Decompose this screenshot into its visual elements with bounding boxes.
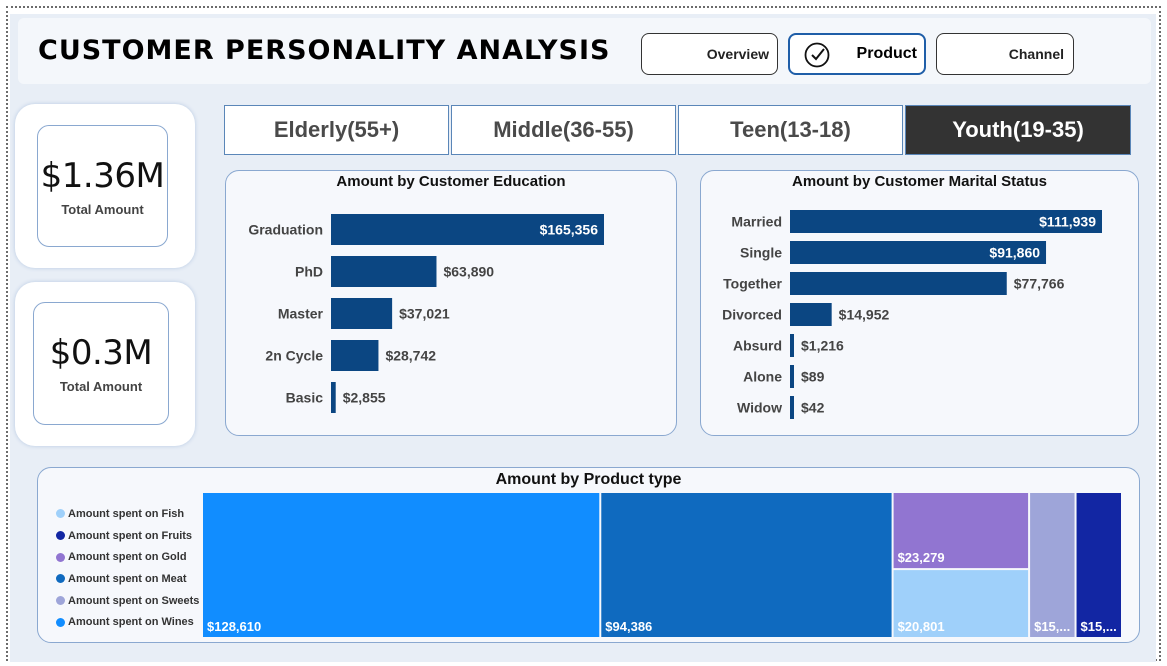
legend-swatch (56, 531, 65, 541)
legend-item: Amount spent on Sweets (56, 590, 199, 612)
data-label: $37,021 (399, 306, 450, 322)
treemap-tile-fruits (1076, 493, 1121, 637)
bar (331, 382, 336, 413)
data-label: $91,860 (989, 245, 1040, 261)
data-label: $14,952 (839, 307, 890, 323)
legend-label: Amount spent on Gold (68, 551, 187, 564)
treemap-tile-wines (203, 493, 600, 637)
marital-chart-card: Amount by Customer Marital Status Marrie… (700, 170, 1139, 436)
treemap-tile-meat (601, 493, 892, 637)
category-label: Divorced (722, 307, 782, 323)
product-chart-title: Amount by Product type (495, 471, 682, 488)
category-label: 2n Cycle (265, 348, 323, 364)
bar (331, 214, 604, 245)
kpi-value: $0.3M (49, 333, 153, 373)
overview-nav-button[interactable]: Overview (641, 33, 778, 75)
category-label: PhD (295, 264, 323, 280)
data-label: $77,766 (1014, 276, 1065, 292)
age-tab-label: Middle(36-55) (493, 117, 634, 142)
age-tab-label: Youth(19-35) (952, 117, 1084, 142)
kpi-label: Total Amount (61, 201, 144, 217)
checkmark-icon (804, 42, 830, 68)
legend-label: Amount spent on Wines (68, 616, 194, 629)
legend-item: Amount spent on Gold (56, 546, 199, 568)
treemap-label: $15,... (1081, 619, 1117, 634)
treemap-tile-fish (893, 570, 1029, 637)
category-label: Single (740, 245, 782, 261)
age-tab-label: Teen(13-18) (730, 117, 851, 142)
bar (790, 303, 832, 326)
age-tab-teen[interactable]: Teen(13-18) (678, 105, 903, 155)
product-nav-button[interactable]: Product (788, 33, 926, 75)
data-label: $28,742 (385, 348, 436, 364)
treemap-label: $23,279 (898, 550, 945, 565)
category-label: Master (278, 306, 324, 322)
legend-swatch (56, 617, 65, 627)
age-tab-elderly[interactable]: Elderly(55+) (224, 105, 449, 155)
category-label: Absurd (733, 338, 782, 354)
category-label: Widow (737, 400, 782, 416)
bar (790, 241, 1047, 264)
data-label: $63,890 (443, 264, 494, 280)
product-nav-label: Product (856, 45, 917, 62)
kpi-card-total-amount-filtered: $0.3M Total Amount (33, 302, 169, 425)
kpi-value: $1.36M (40, 155, 165, 196)
treemap-label: $15,... (1034, 619, 1070, 634)
treemap-label: $128,610 (207, 619, 261, 634)
data-label: $89 (801, 369, 825, 385)
kpi-card-total-amount: $1.36M Total Amount (37, 125, 168, 247)
legend-label: Amount spent on Fruits (68, 529, 193, 542)
legend-label: Amount spent on Fish (68, 507, 185, 520)
treemap-tile-gold (893, 493, 1029, 569)
kpi-label: Total Amount (59, 379, 143, 394)
legend-swatch (56, 574, 65, 584)
category-label: Alone (743, 369, 782, 385)
legend-item: Amount spent on Fruits (56, 525, 199, 547)
channel-nav-label: Channel (1008, 46, 1064, 62)
legend-label: Amount spent on Meat (68, 572, 187, 585)
category-label: Married (731, 214, 782, 230)
marital-bar-chart: Married $111,939 Single $91,860 Together $77,… (722, 210, 1102, 419)
data-label: $2,855 (343, 390, 386, 406)
marital-chart-title: Amount by Customer Marital Status (791, 173, 1048, 190)
data-label: $111,939 (1039, 214, 1096, 230)
age-tab-middle[interactable]: Middle(36-55) (451, 105, 676, 155)
data-label: $165,356 (540, 222, 599, 238)
product-treemap: $128,610 $94,386 $23,279 $20,801 $15,... $15,… (203, 493, 1121, 637)
bar (790, 272, 1007, 295)
product-legend: Amount spent on Fish Amount spent on Frui… (56, 503, 199, 633)
legend-swatch (56, 552, 65, 562)
treemap-label: $94,386 (605, 619, 652, 634)
category-label: Together (723, 276, 782, 292)
legend-label: Amount spent on Sweets (68, 594, 200, 607)
category-label: Basic (286, 390, 324, 406)
channel-nav-button[interactable]: Channel (936, 33, 1074, 75)
education-bar-chart: Graduation $165,356 PhD $63,890 Master $37,02… (248, 214, 604, 413)
age-tab-label: Elderly(55+) (273, 117, 400, 142)
category-label: Graduation (248, 222, 323, 238)
bar (331, 340, 379, 371)
legend-swatch (56, 596, 65, 606)
bar (790, 334, 794, 357)
bar (331, 298, 393, 329)
bar (790, 365, 794, 388)
bar (790, 396, 794, 419)
data-label: $42 (801, 400, 825, 416)
legend-item: Amount spent on Wines (56, 611, 199, 633)
data-label: $1,216 (801, 338, 844, 354)
education-chart-title: Amount by Customer Education (336, 173, 566, 190)
legend-item: Amount spent on Fish (56, 503, 199, 525)
legend-swatch (56, 509, 65, 519)
bar (331, 256, 437, 287)
education-chart-card: Amount by Customer Education Graduation $… (225, 170, 677, 436)
age-tab-youth[interactable]: Youth(19-35) (905, 105, 1131, 155)
overview-nav-label: Overview (706, 46, 769, 62)
bar (790, 210, 1102, 233)
treemap-label: $20,801 (898, 619, 945, 634)
treemap-tile-sweets (1030, 493, 1075, 637)
page-title: CUSTOMER PERSONALITY ANALYSIS (38, 35, 611, 66)
legend-item: Amount spent on Meat (56, 568, 199, 590)
